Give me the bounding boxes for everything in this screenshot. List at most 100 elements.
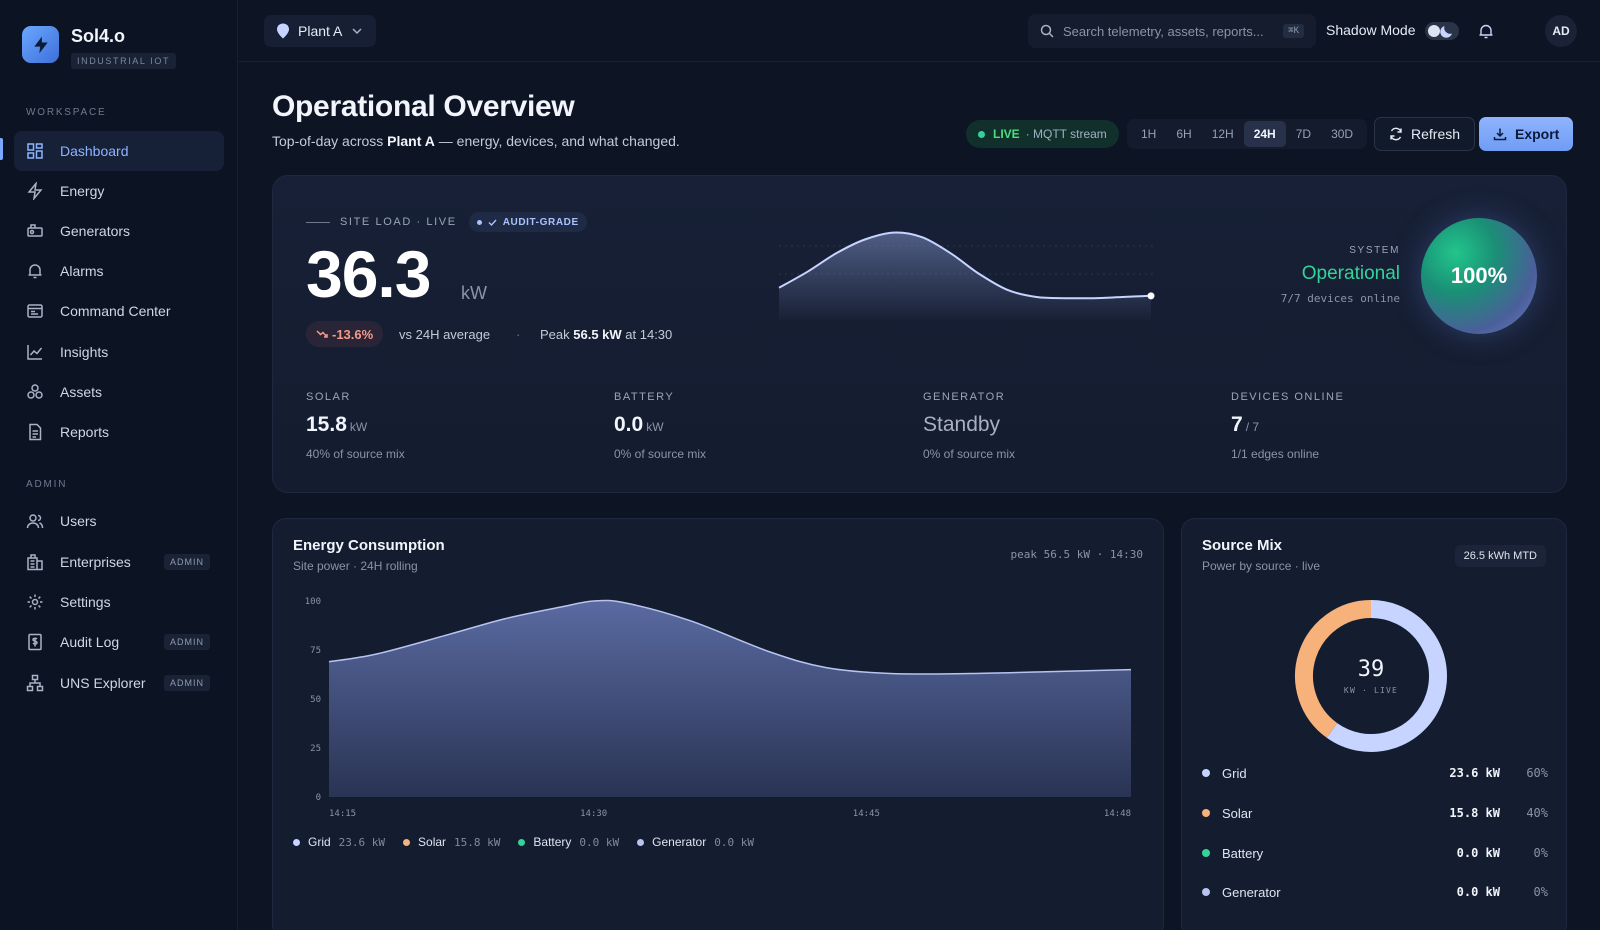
sidebar-item-dashboard[interactable]: Dashboard (14, 131, 224, 171)
sidebar-item-energy[interactable]: Energy (14, 171, 224, 211)
admin-badge: ADMIN (164, 675, 210, 691)
users-icon (26, 512, 44, 530)
sidebar-item-assets[interactable]: Assets (14, 372, 224, 412)
legend-dot (637, 838, 645, 846)
sidebar-item-label: Command Center (60, 303, 171, 319)
range-12h[interactable]: 12H (1211, 127, 1234, 141)
separator-dot: · (516, 327, 521, 342)
search-placeholder: Search telemetry, assets, reports... (1063, 23, 1264, 39)
export-button[interactable]: Export (1479, 117, 1574, 151)
download-icon (1493, 127, 1507, 141)
sidebar-item-label: Settings (60, 594, 111, 610)
range-7d[interactable]: 7D (1295, 127, 1312, 141)
energy-area-chart[interactable]: 0 25 50 75 100 14:15 14:30 14:45 14:48 (293, 585, 1143, 825)
mix-row-solar[interactable]: Solar 15.8 kW 40% (1202, 803, 1548, 823)
card-subtitle: Power by source · live (1202, 559, 1321, 573)
system-label: SYSTEM (1349, 245, 1400, 256)
generator-icon (26, 222, 44, 240)
search-input[interactable]: Search telemetry, assets, reports... ⌘K (1028, 14, 1316, 48)
legend-item-solar[interactable]: Solar 15.8 kW (403, 835, 500, 849)
system-status: Operational (1301, 263, 1400, 284)
mix-dot (1202, 769, 1210, 777)
topbar: Plant A Search telemetry, assets, report… (238, 0, 1600, 62)
area-series-fill (329, 600, 1131, 797)
legend-item-generator[interactable]: Generator 0.0 kW (637, 835, 754, 849)
grid-icon (26, 142, 44, 160)
legend-item-grid[interactable]: Grid 23.6 kW (293, 835, 385, 849)
brand-name: Sol4.o (71, 26, 126, 46)
refresh-button[interactable]: Refresh (1374, 117, 1476, 151)
bolt-icon (26, 182, 44, 200)
audit-grade-badge: AUDIT-GRADE (468, 212, 587, 232)
sidebar-item-alarms[interactable]: Alarms (14, 251, 224, 291)
donut-center: 39 KW · LIVE (1294, 599, 1448, 753)
sidebar-item-generators[interactable]: Generators (14, 211, 224, 251)
range-6h[interactable]: 6H (1176, 127, 1192, 141)
source-mix-donut[interactable] (1294, 599, 1448, 753)
range-24h[interactable]: 24H (1243, 121, 1286, 147)
label-line (306, 221, 330, 223)
mix-dot (1202, 849, 1210, 857)
plant-selector[interactable]: Plant A (264, 15, 377, 47)
sidebar-item-label: Assets (60, 384, 103, 400)
avatar[interactable]: AD (1545, 15, 1577, 47)
check-icon (488, 219, 497, 226)
peak-chip: peak 56.5 kW · 14:30 (1010, 548, 1143, 561)
donut-center-value: 39 (1357, 657, 1385, 682)
stream-label: · MQTT stream (1025, 127, 1107, 141)
mix-row-generator[interactable]: Generator 0.0 kW 0% (1202, 882, 1548, 902)
live-dot (978, 130, 985, 138)
bolt-logo-icon (22, 26, 59, 63)
terminal-icon (26, 302, 44, 320)
legend-item-battery[interactable]: Battery 0.0 kW (518, 835, 619, 849)
y-tick-label: 25 (310, 744, 321, 754)
live-status-badge: LIVE · MQTT stream (966, 120, 1119, 148)
donut-slice-solar[interactable] (1295, 600, 1372, 738)
source-mix-card: Source Mix Power by source · live 26.5 k… (1181, 518, 1567, 930)
card-subtitle: Site power · 24H rolling (293, 559, 418, 573)
sidebar-item-insights[interactable]: Insights (14, 332, 224, 372)
search-icon (1040, 24, 1054, 38)
mix-row-grid[interactable]: Grid 23.6 kW 60% (1202, 763, 1548, 783)
active-indicator (0, 138, 3, 160)
legend-dot (293, 838, 300, 846)
sidebar-item-enterprises[interactable]: Enterprises ADMIN (14, 542, 224, 582)
sidebar-item-uns-explorer[interactable]: UNS Explorer ADMIN (14, 663, 224, 703)
sidebar-item-command-center[interactable]: Command Center (14, 291, 224, 331)
range-1h[interactable]: 1H (1141, 127, 1157, 141)
time-range-selector: 1H 6H 12H 24H 7D 30D (1127, 119, 1368, 149)
admin-section-label: ADMIN (26, 479, 68, 490)
sidebar-item-audit-log[interactable]: Audit Log ADMIN (14, 622, 224, 662)
range-30d[interactable]: 30D (1331, 127, 1354, 141)
sidebar-item-reports[interactable]: Reports (14, 412, 224, 452)
sidebar-item-settings[interactable]: Settings (14, 582, 224, 622)
sidebar-item-label: UNS Explorer (60, 675, 146, 691)
sidebar-item-users[interactable]: Users (14, 501, 224, 541)
chevron-down-icon (352, 28, 362, 34)
card-title: Source Mix (1202, 537, 1283, 554)
sidebar-item-label: Insights (60, 344, 109, 360)
mix-row-battery[interactable]: Battery 0.0 kW 0% (1202, 843, 1548, 863)
notifications-button[interactable] (1475, 20, 1497, 42)
site-load-label: SITE LOAD · LIVE AUDIT-GRADE (306, 212, 587, 232)
admin-badge: ADMIN (164, 634, 210, 650)
admin-badge: ADMIN (164, 554, 210, 570)
y-tick-label: 0 (316, 793, 321, 803)
x-tick-label: 14:15 (329, 809, 356, 819)
stat-generator: GENERATOR Standby 0% of source mix (923, 391, 1016, 461)
dot-icon (476, 219, 482, 225)
sidebar-item-label: Users (60, 513, 97, 529)
refresh-icon (1389, 127, 1403, 141)
sparkline-line (778, 231, 1152, 300)
donut-slice-grid[interactable] (1326, 600, 1447, 752)
y-tick-label: 50 (310, 695, 321, 705)
stat-solar: SOLAR 15.8 kW 40% of source mix (306, 391, 405, 461)
page-title: Operational Overview (272, 90, 575, 123)
brand-tag: INDUSTRIAL IOT (71, 53, 177, 69)
theme-toggle-button[interactable] (1436, 20, 1458, 42)
mix-dot (1202, 809, 1210, 817)
sidebar-item-label: Enterprises (60, 554, 131, 570)
brand[interactable]: Sol4.o INDUSTRIAL IOT (22, 26, 177, 69)
site-load-value: 36.3 (306, 237, 431, 311)
workspace-section-label: WORKSPACE (26, 107, 107, 118)
